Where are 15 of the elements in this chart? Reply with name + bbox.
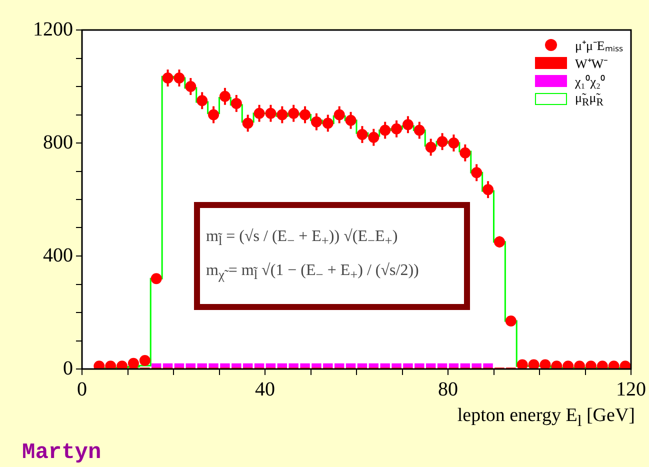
legend-label: μ⁺μ⁻Eₘᵢₛₛ — [574, 37, 623, 54]
x-axis-title: lepton energy E$_{l}$ [GeV] — [457, 405, 635, 431]
y-tick-label: 1200 — [33, 18, 73, 40]
formula-box: m$_{l̃}$ = (√s / (E$_{−}$ + E$_{+}$)) √(E$_{−}$E$_{+}$) m$_{χ̃}$ = m$_{l̃}$ √(1 − (E$_{−}$ + E$_{+}$) / (√s/2)) — [194, 202, 470, 310]
legend-label: μ̃$_{R}$μ̃$_{R}$ — [574, 90, 604, 108]
legend-label: χ₁⁰χ₂⁰ — [574, 73, 606, 90]
y-tick-label: 800 — [43, 131, 73, 154]
x-tick-label: 80 — [438, 378, 458, 400]
y-tick-label: 400 — [43, 244, 73, 266]
x-tick-label: 0 — [77, 378, 87, 400]
text: Martyn — [22, 440, 102, 465]
x-tick-label: 120 — [616, 378, 646, 400]
y-tick-label: 0 — [63, 357, 73, 380]
legend-label: W⁺W⁻ — [574, 55, 608, 72]
x-tick-label: 40 — [255, 378, 275, 400]
